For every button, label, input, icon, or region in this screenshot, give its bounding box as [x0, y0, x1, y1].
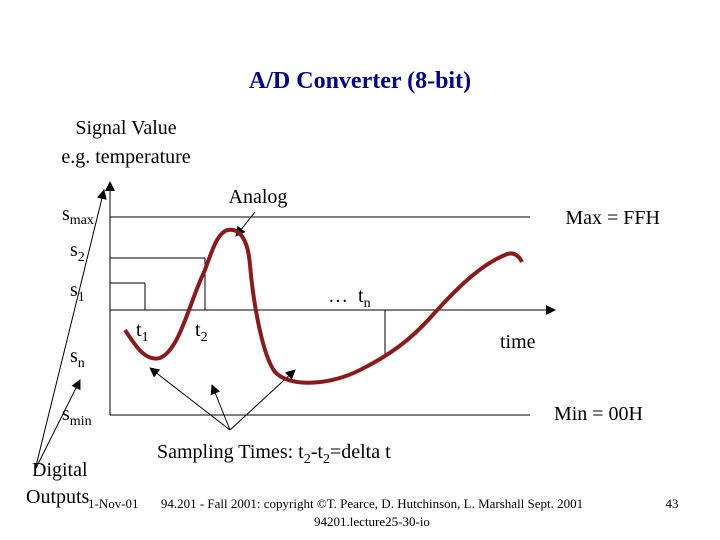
diagram-lines: [34, 181, 556, 471]
y-label: e.g. temperature: [61, 146, 190, 168]
analog-signal: [123, 227, 524, 385]
level-label: smax: [62, 203, 94, 228]
time-label: t2: [195, 319, 208, 345]
footer-copyright: 94.201 - Fall 2001: copyright ©T. Pearce…: [161, 496, 583, 511]
page-number: 43: [666, 496, 679, 511]
level-label: s1: [70, 279, 85, 305]
title: A/D Converter (8-bit): [249, 68, 471, 94]
level-label: smin: [62, 403, 92, 429]
min-note: Min = 00H: [554, 403, 643, 425]
x-label: time: [500, 331, 536, 353]
time-label: t1: [136, 319, 149, 345]
y-label: Signal Value: [75, 117, 176, 139]
tn-label: … tn: [328, 285, 371, 311]
analog-label: Analog: [229, 186, 288, 208]
digital-label: Outputs: [26, 486, 90, 508]
footer-date: 1-Nov-01: [88, 496, 139, 511]
level-label: sn: [70, 345, 85, 371]
level-label: s2: [70, 239, 85, 265]
max-note: Max = FFH: [565, 207, 660, 229]
sampling-note: Sampling Times: t2-t2=delta t: [157, 441, 391, 467]
digital-label: Digital: [32, 459, 88, 481]
footer-file: 94201.lecture25-30-io: [314, 514, 430, 529]
